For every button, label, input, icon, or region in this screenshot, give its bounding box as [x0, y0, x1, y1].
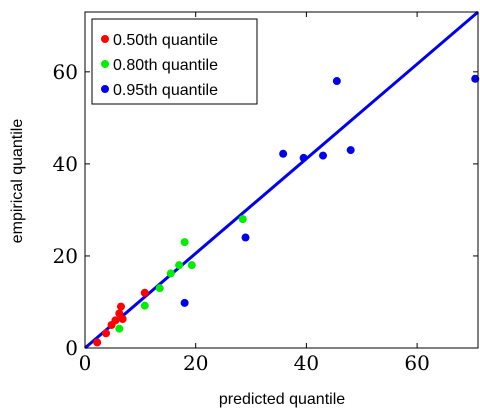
reference-line-layer [84, 10, 479, 350]
data-point-s2-3 [299, 153, 308, 162]
legend-marker-2 [101, 85, 109, 93]
x-tick-label-1: 20 [183, 351, 208, 375]
data-point-s0-6 [118, 315, 127, 324]
x-tick-label-2: 40 [294, 351, 319, 375]
data-point-s2-6 [346, 146, 355, 155]
legend-label-2: 0.95th quantile [113, 82, 218, 99]
data-point-s1-2 [155, 284, 164, 293]
data-points-layer [93, 74, 480, 347]
plot-area-frame [84, 11, 479, 349]
data-point-s0-5 [116, 302, 125, 311]
data-point-s1-5 [180, 238, 189, 247]
data-point-s2-2 [279, 149, 288, 158]
axis-ticks: 0 20 40 60 0 20 40 60 [53, 12, 478, 375]
data-point-s1-4 [175, 261, 184, 270]
reference-line [84, 10, 479, 350]
x-axis-title: predicted quantile [219, 391, 345, 408]
legend-box [91, 18, 258, 105]
data-point-s1-0 [115, 324, 124, 333]
data-point-s0-0 [93, 338, 102, 347]
x-tick-label-0: 0 [79, 351, 92, 375]
data-point-s1-1 [140, 301, 149, 310]
data-point-s0-7 [140, 288, 149, 297]
y-tick-label-3: 60 [53, 60, 78, 84]
data-point-s2-5 [332, 77, 341, 86]
data-point-s0-3 [111, 316, 120, 325]
data-point-s2-4 [319, 151, 328, 160]
legend-label-0: 0.50th quantile [113, 32, 218, 49]
data-point-s2-7 [471, 74, 480, 83]
data-point-s1-7 [238, 215, 247, 224]
y-tick-label-2: 40 [53, 152, 78, 176]
y-tick-label-1: 20 [53, 244, 78, 268]
data-point-s2-1 [241, 233, 250, 242]
legend-marker-0 [101, 35, 109, 43]
data-point-s1-6 [187, 261, 196, 270]
y-tick-label-0: 0 [65, 336, 78, 360]
data-point-s0-1 [102, 329, 111, 338]
y-axis-title: empirical quantile [9, 119, 26, 244]
data-point-s1-3 [166, 269, 175, 278]
legend-label-1: 0.80th quantile [113, 57, 218, 74]
legend-marker-1 [101, 60, 109, 68]
x-tick-label-3: 60 [404, 351, 429, 375]
data-point-s2-0 [180, 298, 189, 307]
legend: 0.50th quantile 0.80th quantile 0.95th q… [91, 18, 258, 105]
